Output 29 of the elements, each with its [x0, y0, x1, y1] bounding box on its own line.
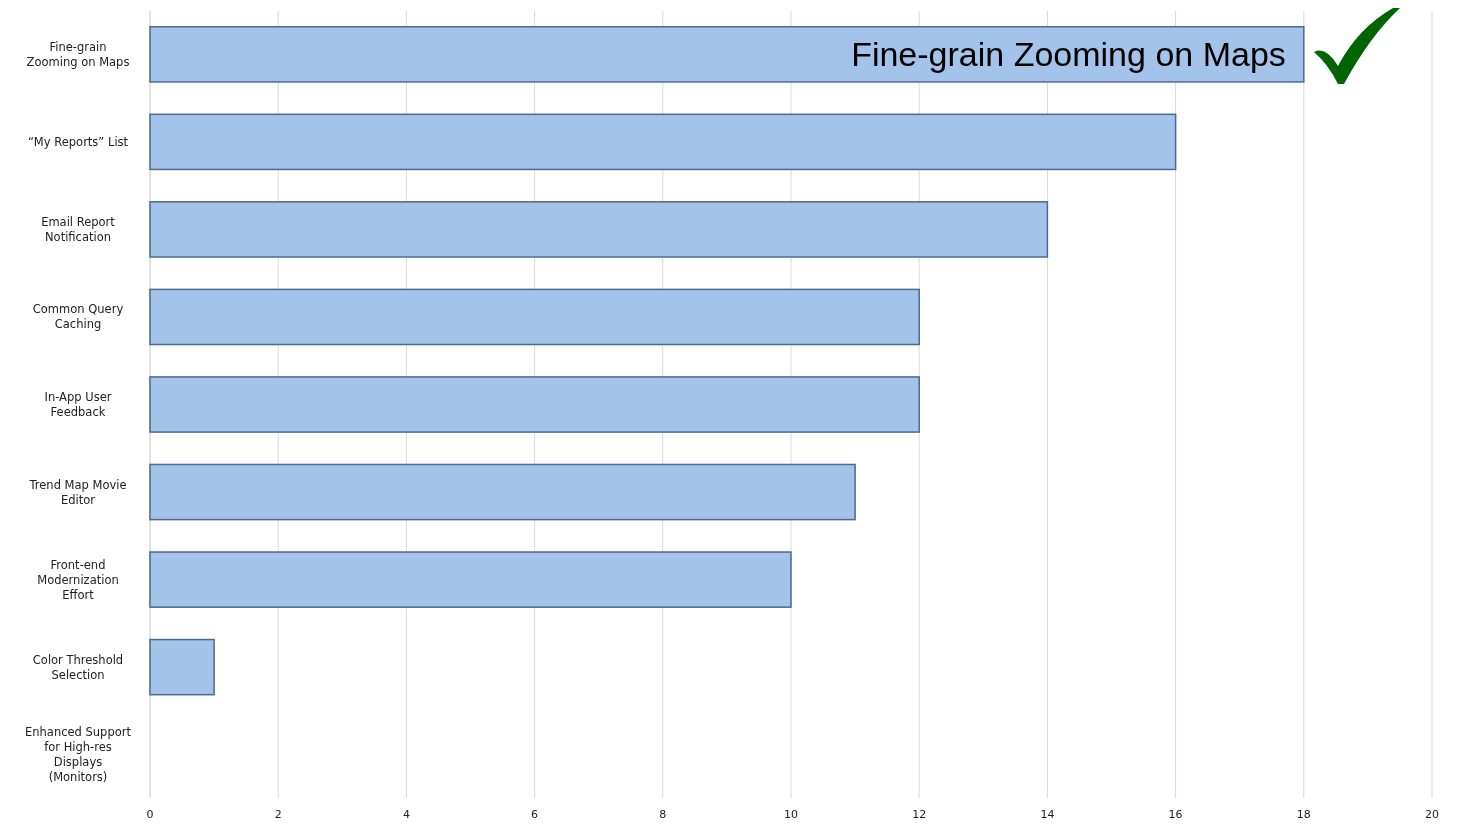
bar [149, 638, 215, 696]
x-tick-label: 16 [1168, 808, 1183, 821]
y-tick-label: Front-end Modernization Effort [37, 557, 119, 602]
y-tick-label: “My Reports” List [27, 134, 129, 149]
y-tick-label: Color Threshold Selection [32, 652, 124, 682]
x-tick-label: 2 [274, 808, 282, 821]
bar [149, 463, 856, 521]
x-tick-label: 20 [1425, 808, 1439, 821]
x-tick-label: 6 [531, 808, 539, 821]
y-tick-label: Email Report Notification [41, 214, 116, 244]
x-tick-label: 4 [402, 808, 410, 821]
x-tick-label: 10 [784, 808, 798, 821]
annotation: Fine-grain Zooming on Maps [851, 35, 1286, 74]
x-tick-label: 14 [1040, 808, 1055, 821]
y-tick-label: Enhanced Support for High-res Displays (Monitors) [25, 725, 132, 785]
y-tick-label: In-App User Feedback [44, 390, 112, 419]
x-tick-label: 18 [1296, 808, 1311, 821]
y-tick-label: Common Query Caching [32, 302, 124, 332]
y-tick-label: Fine-grain Zooming on Maps [26, 39, 130, 69]
bar [149, 26, 1305, 83]
bar [149, 288, 920, 346]
x-tick-label: 8 [659, 808, 667, 821]
bar [149, 201, 1049, 258]
bar [149, 551, 792, 608]
y-tick-label: Trend Map Movie Editor [28, 477, 127, 507]
x-tick-label: 12 [912, 808, 927, 821]
bar [149, 113, 1177, 171]
bar [149, 376, 920, 433]
x-tick-label: 0 [146, 808, 154, 821]
